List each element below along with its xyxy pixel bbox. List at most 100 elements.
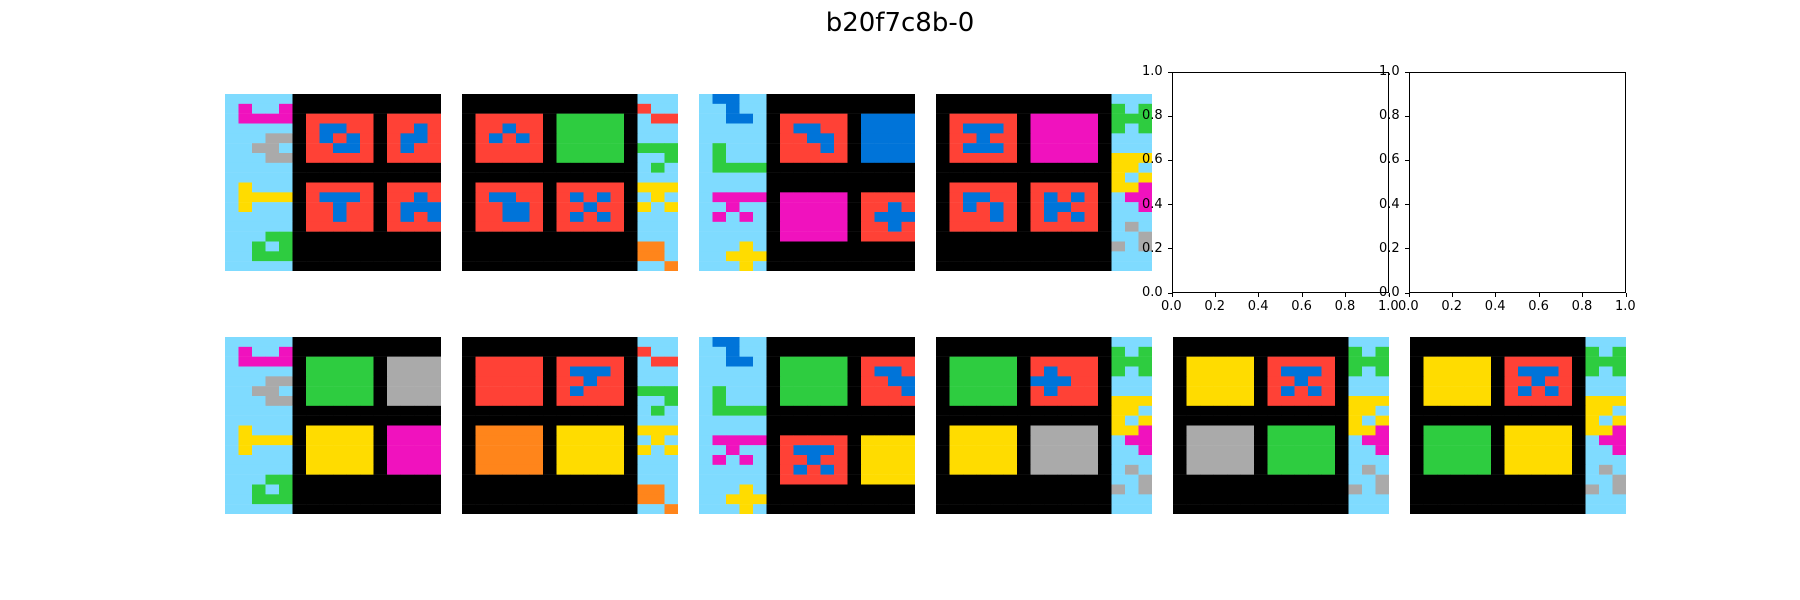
grid-cell: [834, 251, 848, 262]
grid-cell: [1362, 425, 1376, 436]
grid-cell: [1477, 474, 1492, 485]
grid-svg: [225, 94, 441, 271]
grid-cell: [319, 221, 334, 232]
grid-cell: [1348, 425, 1363, 436]
grid-cell: [1084, 504, 1099, 514]
grid-cell: [874, 396, 889, 407]
grid-cell: [475, 202, 490, 213]
grid-cell: [780, 221, 794, 232]
grid-cell: [651, 425, 665, 436]
grid-cell: [516, 337, 530, 348]
grid-cell: [1423, 484, 1438, 495]
grid-cell: [1335, 366, 1349, 377]
grid-cell: [400, 221, 415, 232]
grid-cell: [1138, 474, 1152, 485]
grid-cell: [475, 425, 490, 436]
grid-cell: [1003, 346, 1018, 357]
grid-cell: [1423, 346, 1438, 357]
grid-cell: [1294, 366, 1309, 377]
grid-cell: [1111, 182, 1126, 193]
grid-cell: [346, 231, 361, 242]
grid-cell: [1213, 435, 1228, 446]
grid-cell: [726, 346, 740, 357]
grid-cell: [624, 356, 638, 367]
grid-cell: [225, 455, 239, 466]
grid-cell: [637, 261, 652, 271]
grid-cell: [874, 464, 889, 475]
grid-cell: [793, 405, 808, 416]
grid-cell: [807, 435, 821, 446]
grid-cell: [1572, 337, 1586, 348]
grid-cell: [780, 241, 794, 252]
grid-cell: [874, 251, 889, 262]
grid-cell: [1375, 464, 1389, 475]
grid-cell: [306, 182, 320, 193]
grid-cell: [807, 251, 821, 262]
grid-cell: [1044, 231, 1058, 242]
grid-cell: [637, 123, 652, 134]
grid-cell: [726, 494, 740, 505]
grid-cell: [1084, 494, 1099, 505]
grid-cell: [780, 356, 794, 367]
grid-cell: [1111, 337, 1126, 348]
grid-cell: [400, 356, 415, 367]
grid-cell: [1612, 376, 1626, 387]
grid-cell: [1254, 425, 1268, 436]
grid-cell: [780, 113, 794, 124]
grid-cell: [936, 221, 950, 232]
grid-cell: [651, 172, 665, 183]
grid-cell: [1057, 435, 1072, 446]
grid-cell: [766, 464, 781, 475]
grid-cell: [238, 425, 253, 436]
grid-cell: [949, 153, 964, 164]
grid-cell: [901, 133, 915, 144]
grid-cell: [489, 143, 503, 154]
grid-cell: [1071, 376, 1085, 387]
grid-cell: [1545, 415, 1559, 426]
grid-cell: [225, 445, 239, 456]
grid-cell: [1084, 192, 1099, 203]
grid-cell: [739, 494, 754, 505]
grid-cell: [1125, 455, 1139, 466]
grid-cell: [807, 484, 821, 495]
grid-cell: [1200, 464, 1214, 475]
grid-cell: [1003, 153, 1018, 164]
grid-cell: [414, 251, 428, 262]
grid-cell: [874, 366, 889, 377]
grid-cell: [766, 221, 781, 232]
grid-cell: [292, 251, 307, 262]
grid-cell: [1098, 94, 1112, 105]
grid-cell: [427, 504, 441, 514]
grid-cell: [1138, 251, 1152, 262]
grid-cell: [1437, 504, 1451, 514]
grid-cell: [1612, 484, 1626, 495]
grid-cell: [1017, 133, 1031, 144]
grid-cell: [1321, 474, 1336, 485]
grid-cell: [570, 231, 584, 242]
grid-cell: [807, 455, 821, 466]
grid-cell: [543, 366, 557, 377]
grid-cell: [699, 143, 713, 154]
grid-cell: [475, 484, 490, 495]
grid-cell: [1477, 484, 1492, 495]
grid-cell: [529, 455, 544, 466]
grid-cell: [1044, 182, 1058, 193]
grid-cell: [637, 143, 652, 154]
grid-cell: [583, 484, 598, 495]
grid-cell: [1017, 182, 1031, 193]
grid-cell: [1375, 455, 1389, 466]
grid-cell: [699, 123, 713, 134]
grid-cell: [1098, 425, 1112, 436]
grid-cell: [252, 455, 266, 466]
grid-cell: [637, 405, 652, 416]
grid-cell: [306, 94, 320, 105]
grid-cell: [1044, 221, 1058, 232]
grid-cell: [414, 113, 428, 124]
grid-cell: [1111, 172, 1126, 183]
grid-cell: [1071, 221, 1085, 232]
grid-cell: [462, 162, 476, 173]
grid-cell: [333, 162, 347, 173]
grid-cell: [597, 113, 611, 124]
grid-cell: [373, 415, 388, 426]
grid-cell: [624, 261, 638, 271]
